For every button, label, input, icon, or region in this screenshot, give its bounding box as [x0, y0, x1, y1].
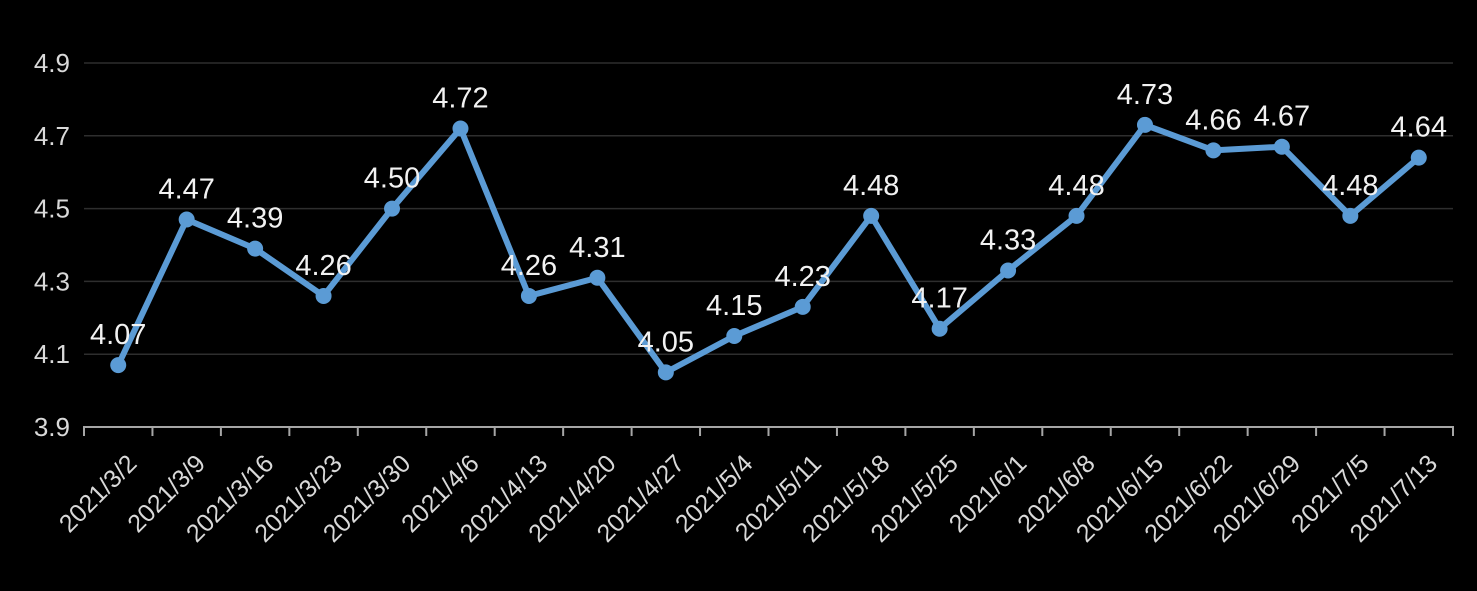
data-point-label: 4.26	[501, 250, 557, 282]
data-point-marker	[1205, 142, 1222, 159]
data-point-label: 4.73	[1117, 79, 1173, 111]
y-axis-tick-label: 4.3	[34, 266, 70, 296]
data-point-marker	[863, 207, 880, 224]
data-point-label: 4.31	[569, 232, 625, 264]
data-point-label: 4.07	[90, 319, 146, 351]
data-point-label: 4.72	[432, 83, 488, 115]
data-point-label: 4.39	[227, 203, 283, 235]
data-point-marker	[1273, 138, 1290, 155]
y-axis-tick-label: 3.9	[34, 412, 70, 442]
y-axis-tick-label: 4.1	[34, 339, 70, 369]
data-point-marker	[1000, 262, 1017, 279]
data-point-marker	[452, 120, 469, 137]
y-axis-tick-label: 4.9	[34, 48, 70, 78]
data-point-label: 4.48	[1322, 170, 1378, 202]
data-point-marker	[315, 287, 332, 304]
data-point-label: 4.15	[706, 290, 762, 322]
y-axis-tick-label: 4.7	[34, 121, 70, 151]
data-point-marker	[384, 200, 401, 217]
data-point-label: 4.33	[980, 224, 1036, 256]
data-point-label: 4.66	[1185, 104, 1241, 136]
data-point-marker	[1136, 116, 1153, 133]
data-point-marker	[657, 364, 674, 381]
y-axis-tick-label: 4.5	[34, 194, 70, 224]
data-point-marker	[110, 357, 127, 374]
data-point-label: 4.48	[843, 170, 899, 202]
data-point-marker	[1342, 207, 1359, 224]
data-point-label: 4.26	[295, 250, 351, 282]
data-point-marker	[1410, 149, 1427, 166]
series-line	[115, 121, 1422, 376]
data-point-marker	[794, 298, 811, 315]
data-point-label: 4.05	[638, 326, 694, 358]
data-point-label: 4.50	[364, 163, 420, 195]
data-point-marker	[726, 328, 743, 344]
data-point-marker	[520, 287, 537, 304]
data-point-marker	[178, 211, 195, 228]
data-point-marker	[931, 320, 948, 337]
data-point-label: 4.23	[774, 261, 830, 293]
data-point-label: 4.48	[1048, 170, 1104, 202]
data-point-marker	[1068, 207, 1085, 224]
data-point-label: 4.17	[911, 283, 967, 315]
data-point-label: 4.47	[158, 174, 214, 206]
data-point-label: 4.67	[1254, 101, 1310, 133]
data-point-label: 4.64	[1391, 112, 1447, 144]
data-point-marker	[589, 269, 606, 286]
data-point-marker	[247, 240, 264, 257]
